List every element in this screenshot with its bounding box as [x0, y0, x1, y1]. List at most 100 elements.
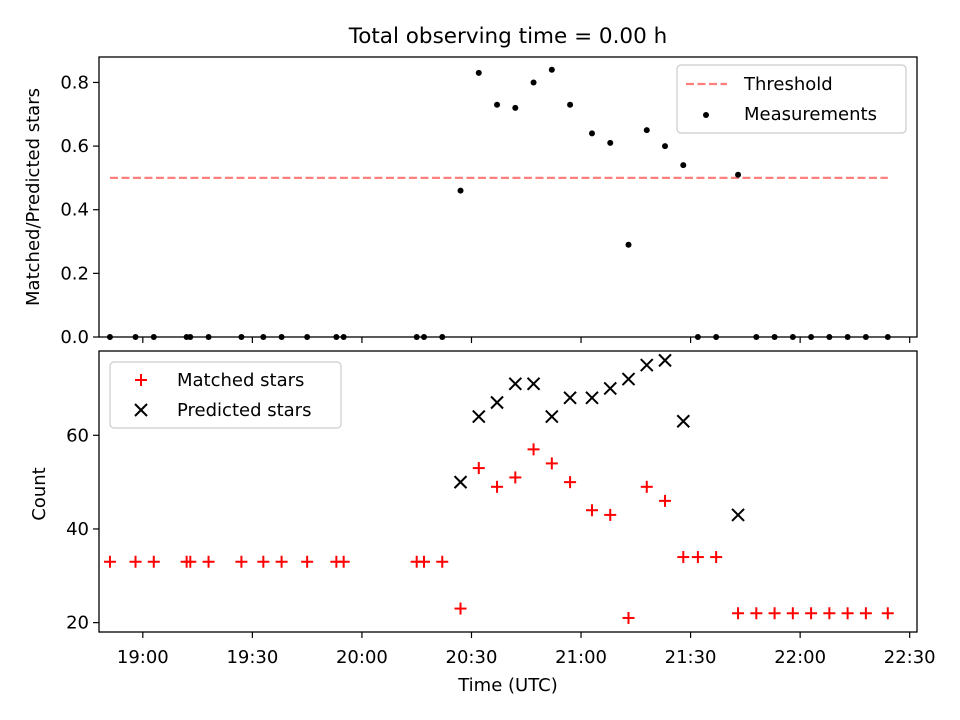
measurement-point	[530, 79, 537, 86]
predicted-star-point	[676, 414, 690, 428]
x-tick-label: 19:30	[226, 647, 278, 668]
matched-star-point	[677, 551, 690, 564]
measurement-point	[457, 187, 464, 194]
matched-star-point	[823, 607, 836, 620]
legend-threshold-label: Threshold	[743, 74, 833, 95]
matched-star-point	[436, 555, 449, 568]
x-tick-label: 20:30	[446, 647, 498, 668]
matched-star-point	[454, 602, 467, 615]
matched-star-point	[257, 555, 270, 568]
predicted-star-point	[640, 358, 654, 372]
predicted-star-point	[658, 353, 672, 368]
bottom-legend: Matched stars Predicted stars	[109, 361, 342, 429]
measurement-point	[643, 127, 650, 134]
matched-star-point	[275, 555, 288, 568]
top-x-ticks	[142, 337, 911, 343]
legend-matched-swatch	[135, 374, 147, 386]
matched-star-point	[859, 607, 872, 620]
bottom-panel-frame	[98, 350, 918, 633]
matched-star-point	[527, 443, 540, 456]
matched-star-point	[659, 494, 672, 507]
measurement-point	[625, 241, 632, 248]
bottom-y-tick-label: 20	[66, 613, 89, 634]
matched-star-point	[622, 611, 635, 624]
matched-star-point	[805, 607, 818, 620]
matched-star-point	[184, 555, 197, 568]
measurement-point	[680, 162, 687, 169]
measurement-point	[548, 66, 555, 73]
bottom-x-axis: 19:00 19:30 20:00 20:30 21:00 21:30 22:00 22:30	[117, 632, 936, 668]
measurement-point	[662, 143, 669, 150]
predicted-star-point	[731, 508, 745, 522]
matched-star-point	[881, 607, 894, 620]
measurement-point	[512, 104, 519, 111]
predicted-star-point	[621, 372, 636, 386]
matched-star-point	[750, 607, 763, 620]
x-tick-label: 20:00	[336, 647, 388, 668]
bottom-y-axis: 20 40 60	[66, 425, 99, 634]
top-y-tick-label: 0.8	[60, 72, 89, 93]
legend-measurements-label: Measurements	[744, 104, 877, 125]
x-tick-label: 22:30	[884, 647, 936, 668]
top-y-tick-label: 0.6	[60, 136, 89, 157]
matched-star-point	[301, 555, 314, 568]
predicted-star-point	[526, 377, 541, 391]
x-tick-label: 22:00	[774, 647, 826, 668]
x-axis-label: Time (UTC)	[457, 675, 558, 696]
matched-star-point	[129, 555, 142, 568]
bottom-legend-box	[109, 361, 342, 429]
legend-predicted-swatch	[134, 403, 148, 417]
measurement-point	[607, 139, 614, 146]
matched-star-point	[640, 480, 653, 493]
matched-star-point	[235, 555, 248, 568]
matched-star-point	[732, 607, 745, 620]
measurement-point	[494, 101, 501, 108]
matched-star-point	[472, 462, 485, 475]
legend-measurements-swatch	[703, 112, 709, 118]
predicted-star-point	[472, 409, 486, 424]
matched-star-point	[604, 508, 617, 521]
x-tick-label: 19:00	[117, 647, 169, 668]
top-panel-marks	[106, 66, 891, 340]
matched-star-point	[564, 476, 577, 489]
bottom-y-tick-label: 60	[66, 425, 89, 446]
top-legend: Threshold Measurements	[676, 64, 907, 134]
matched-star-point	[841, 607, 854, 620]
top-y-axis: 0.0 0.2 0.4 0.6 0.8	[60, 72, 99, 348]
measurement-point	[475, 69, 482, 76]
top-legend-box	[676, 64, 907, 134]
chart-title: Total observing time = 0.00 h	[348, 24, 668, 49]
measurement-point	[567, 101, 574, 108]
measurement-point	[735, 171, 742, 178]
matched-star-point	[418, 555, 431, 568]
bottom-y-axis-label: Count	[29, 467, 50, 520]
matched-star-point	[710, 551, 723, 564]
matched-star-point	[337, 555, 350, 568]
predicted-star-point	[585, 391, 599, 405]
bottom-y-tick-label: 40	[66, 519, 89, 540]
top-panel-frame	[98, 56, 918, 338]
bottom-panel: 20 40 60 19:00 19:30 20:00 20:30 21:00 21:30 22:…	[29, 350, 936, 696]
top-y-tick-label: 0.4	[60, 200, 89, 221]
predicted-star-point	[603, 381, 617, 396]
predicted-star-point	[508, 377, 523, 391]
matched-star-point	[202, 555, 215, 568]
legend-predicted-label: Predicted stars	[177, 400, 311, 421]
legend-matched-label: Matched stars	[177, 370, 304, 391]
bottom-panel-marks	[103, 353, 894, 624]
predicted-star-point	[545, 409, 559, 424]
matched-star-point	[585, 504, 598, 517]
matched-star-point	[786, 607, 799, 620]
matched-star-point	[768, 607, 781, 620]
matched-star-point	[491, 480, 504, 493]
predicted-star-point	[563, 391, 577, 405]
matched-star-point	[545, 457, 558, 470]
predicted-star-point	[453, 475, 468, 489]
predicted-star-point	[490, 395, 504, 410]
x-tick-label: 21:30	[665, 647, 717, 668]
top-y-axis-label: Matched/Predicted stars	[23, 88, 44, 306]
matched-star-point	[691, 551, 704, 564]
matched-star-point	[147, 555, 160, 568]
top-panel: 0.00.20.40.60.8 Matched/Predicted stars …	[23, 56, 918, 348]
